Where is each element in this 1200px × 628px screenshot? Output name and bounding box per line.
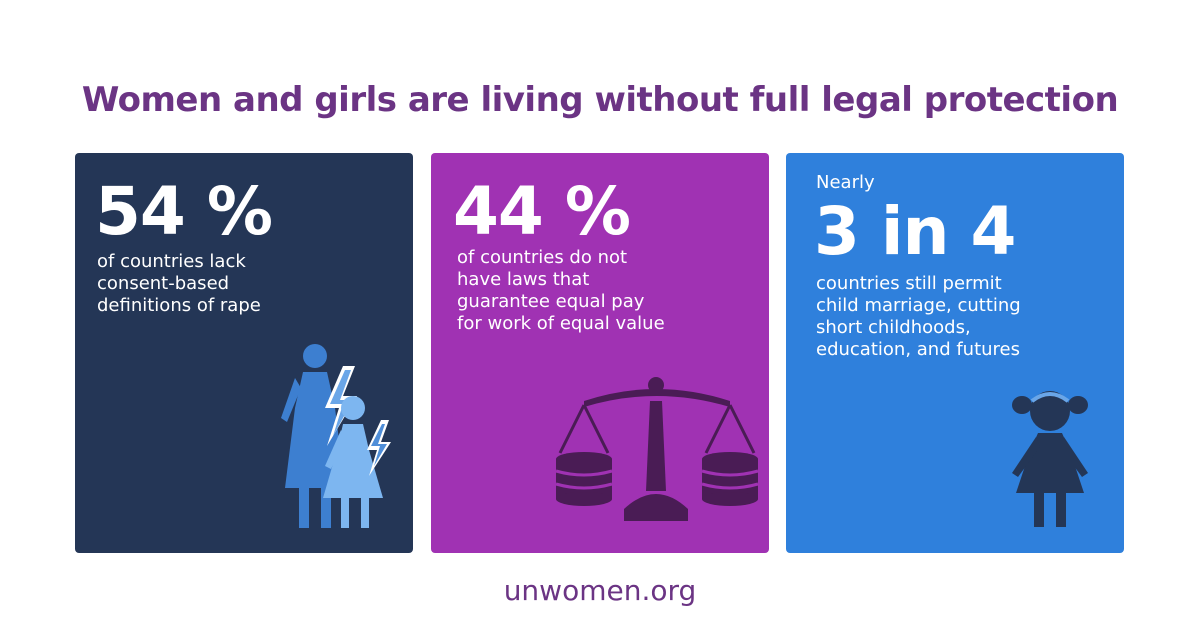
stat-prefix: Nearly: [816, 172, 875, 193]
stat-value: 44 %: [453, 173, 631, 250]
balance-scale-coins-icon: [555, 377, 759, 521]
footer-website: unwomen.org: [503, 574, 697, 607]
stat-description: of countries do not have laws that guara…: [457, 247, 665, 334]
stat-value: 54 %: [95, 173, 273, 250]
stat-description: countries still permit child marriage, c…: [816, 273, 1021, 360]
stat-card-rape-definitions: 54 % of countries lack consent-based def…: [75, 153, 413, 553]
page-title: Women and girls are living without full …: [81, 80, 1119, 120]
stat-card-equal-pay: 44 % of countries do not have laws that …: [431, 153, 769, 553]
stat-value: 3 in 4: [814, 193, 1016, 270]
woman-and-girl-lightning-icon: [281, 344, 391, 528]
stat-description: of countries lack consent-based definiti…: [97, 251, 261, 316]
girl-silhouette-icon: [1012, 391, 1088, 527]
stat-card-child-marriage: Nearly 3 in 4 countries still permit chi…: [786, 153, 1124, 553]
